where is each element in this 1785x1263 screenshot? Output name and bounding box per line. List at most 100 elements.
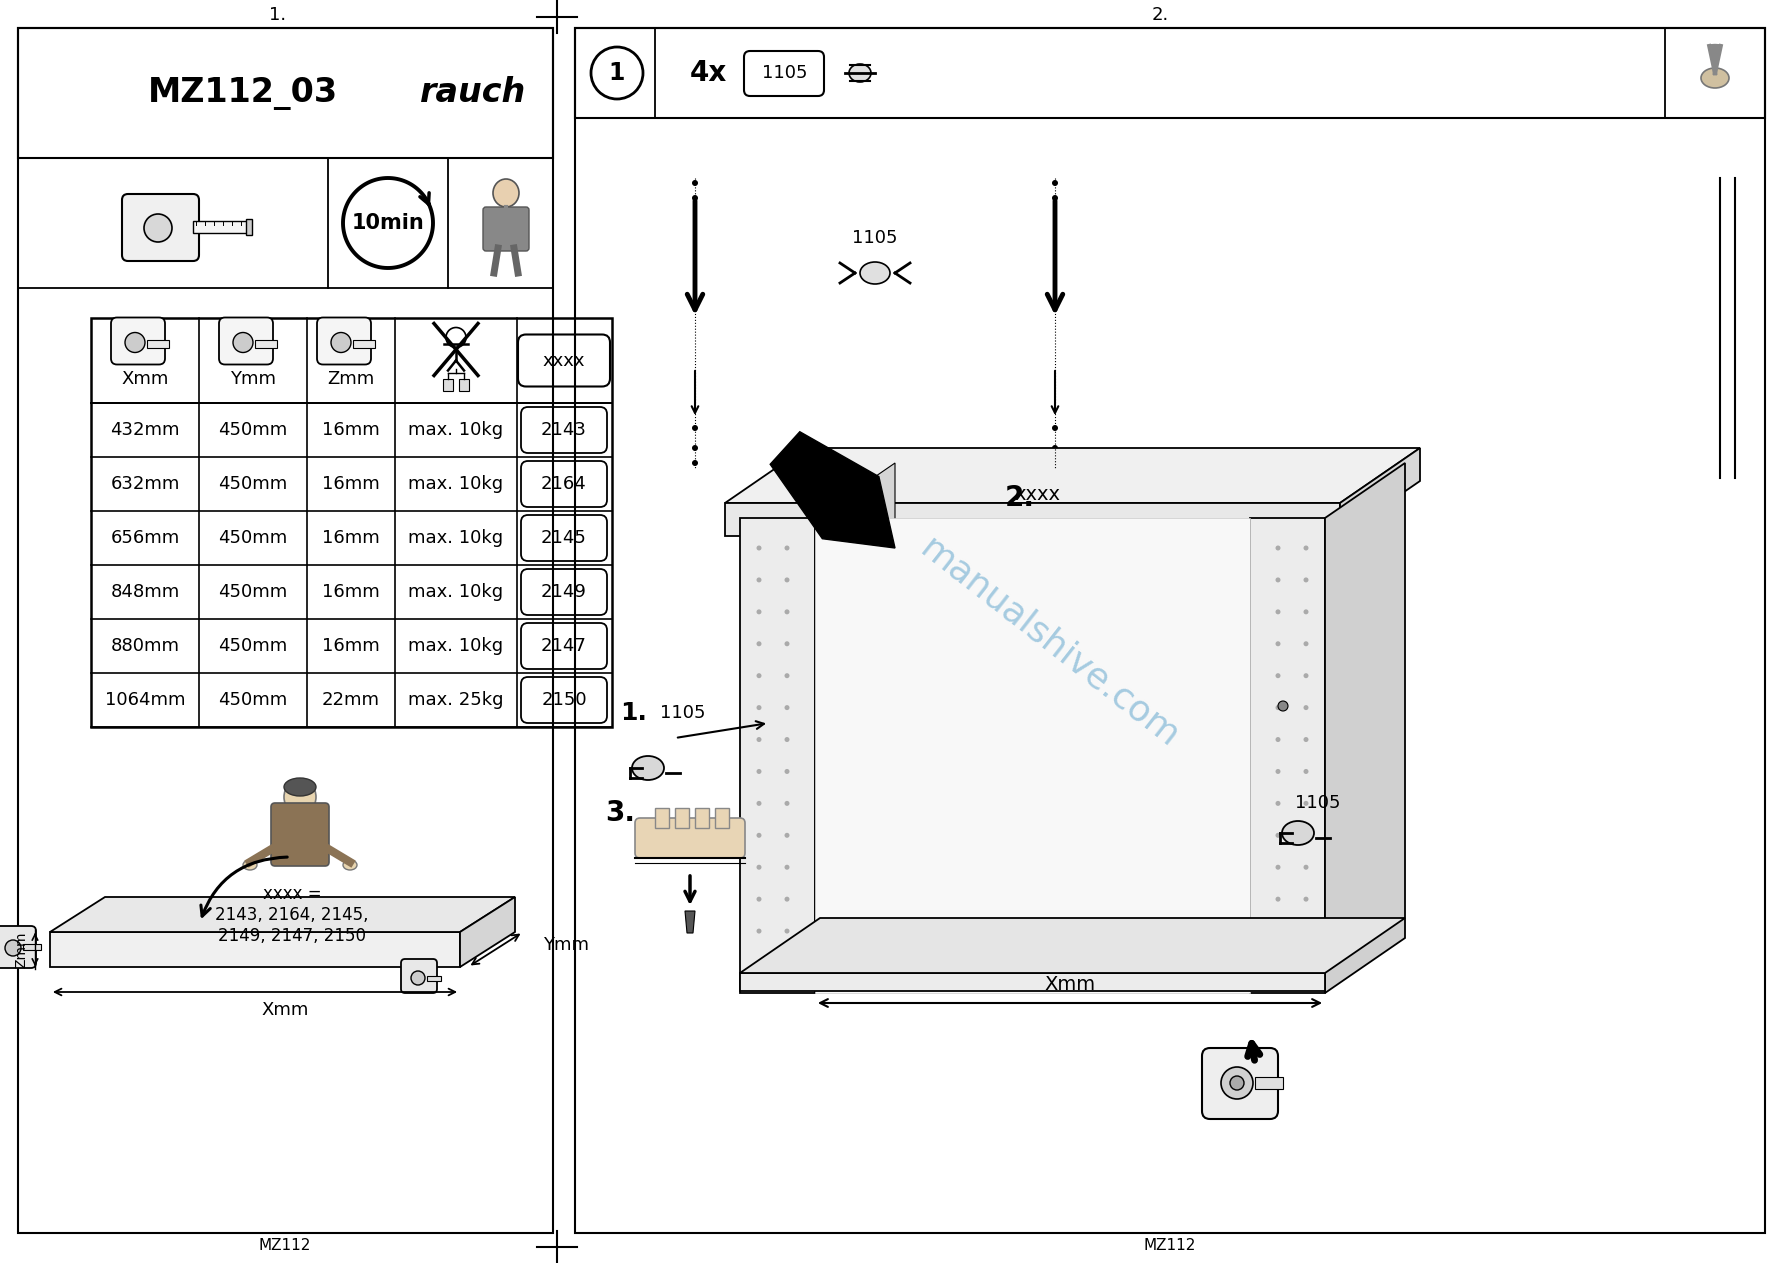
Circle shape <box>757 832 762 837</box>
FancyBboxPatch shape <box>402 959 437 993</box>
FancyBboxPatch shape <box>484 207 528 251</box>
Circle shape <box>1276 609 1280 614</box>
Text: 4x: 4x <box>691 59 726 87</box>
Circle shape <box>1276 738 1280 743</box>
Ellipse shape <box>493 179 519 207</box>
Circle shape <box>1303 577 1308 582</box>
Circle shape <box>1276 577 1280 582</box>
Text: 10min: 10min <box>352 213 425 232</box>
Circle shape <box>1303 928 1308 933</box>
Bar <box>18 28 553 1233</box>
Text: 1105: 1105 <box>762 64 809 82</box>
Circle shape <box>784 546 789 551</box>
Circle shape <box>1276 705 1280 710</box>
Circle shape <box>757 769 762 774</box>
Bar <box>246 218 252 235</box>
Polygon shape <box>1341 448 1421 536</box>
FancyBboxPatch shape <box>0 926 36 967</box>
Text: 16mm: 16mm <box>321 637 380 655</box>
Circle shape <box>1276 832 1280 837</box>
Ellipse shape <box>343 860 357 870</box>
FancyBboxPatch shape <box>1201 1048 1278 1119</box>
Bar <box>675 808 689 829</box>
Circle shape <box>1276 546 1280 551</box>
Ellipse shape <box>243 860 257 870</box>
Text: 16mm: 16mm <box>321 529 380 547</box>
Circle shape <box>784 609 789 614</box>
Text: Zmm: Zmm <box>327 370 375 388</box>
Text: 1105: 1105 <box>660 703 705 722</box>
Text: 450mm: 450mm <box>218 584 287 601</box>
Ellipse shape <box>632 757 664 781</box>
Circle shape <box>784 960 789 965</box>
Text: MZ112: MZ112 <box>259 1238 311 1253</box>
Ellipse shape <box>284 779 316 815</box>
Text: Ymm: Ymm <box>543 936 589 954</box>
Circle shape <box>1230 1076 1244 1090</box>
FancyBboxPatch shape <box>121 195 198 261</box>
Bar <box>575 28 1765 117</box>
Circle shape <box>784 769 789 774</box>
Polygon shape <box>816 464 894 993</box>
FancyBboxPatch shape <box>271 803 328 866</box>
Text: max. 10kg: max. 10kg <box>409 421 503 440</box>
Text: 450mm: 450mm <box>218 475 287 493</box>
Circle shape <box>784 928 789 933</box>
FancyBboxPatch shape <box>220 317 273 365</box>
Text: 450mm: 450mm <box>218 529 287 547</box>
Text: 16mm: 16mm <box>321 421 380 440</box>
Bar <box>655 808 669 829</box>
FancyBboxPatch shape <box>635 818 744 858</box>
Circle shape <box>1276 801 1280 806</box>
FancyBboxPatch shape <box>318 317 371 365</box>
Circle shape <box>145 213 171 242</box>
Bar <box>694 808 709 829</box>
Circle shape <box>1051 445 1059 451</box>
Text: 450mm: 450mm <box>218 637 287 655</box>
Polygon shape <box>725 503 1341 536</box>
Circle shape <box>1051 181 1059 186</box>
Circle shape <box>757 577 762 582</box>
Bar <box>1255 1077 1283 1089</box>
Circle shape <box>125 332 145 352</box>
Circle shape <box>757 673 762 678</box>
Bar <box>23 943 41 950</box>
Circle shape <box>784 705 789 710</box>
Circle shape <box>757 865 762 870</box>
Circle shape <box>1303 865 1308 870</box>
Text: 656mm: 656mm <box>111 529 180 547</box>
Circle shape <box>1051 426 1059 431</box>
Text: 450mm: 450mm <box>218 421 287 440</box>
Bar <box>18 158 553 288</box>
Text: 1: 1 <box>609 61 625 85</box>
Circle shape <box>1276 928 1280 933</box>
Text: max. 10kg: max. 10kg <box>409 584 503 601</box>
Circle shape <box>693 426 698 431</box>
Circle shape <box>1303 705 1308 710</box>
Circle shape <box>1303 960 1308 965</box>
Text: 16mm: 16mm <box>321 475 380 493</box>
Text: 450mm: 450mm <box>218 691 287 709</box>
Circle shape <box>330 332 352 352</box>
Circle shape <box>757 801 762 806</box>
Ellipse shape <box>860 261 891 284</box>
Polygon shape <box>741 518 816 993</box>
Polygon shape <box>816 518 1250 993</box>
Bar <box>575 28 1765 1233</box>
Text: Ymm: Ymm <box>230 370 277 388</box>
Circle shape <box>1278 701 1289 711</box>
Bar <box>353 340 375 347</box>
Text: 2150: 2150 <box>541 691 587 709</box>
Bar <box>427 976 441 981</box>
Text: Zmm: Zmm <box>14 931 29 967</box>
Text: xxxx: xxxx <box>543 351 585 370</box>
Text: 2143: 2143 <box>541 421 587 440</box>
Ellipse shape <box>1701 68 1730 88</box>
Circle shape <box>693 181 698 186</box>
Circle shape <box>1051 460 1059 466</box>
Circle shape <box>784 801 789 806</box>
Circle shape <box>784 865 789 870</box>
Circle shape <box>757 642 762 647</box>
Bar <box>146 340 170 347</box>
Circle shape <box>1276 769 1280 774</box>
